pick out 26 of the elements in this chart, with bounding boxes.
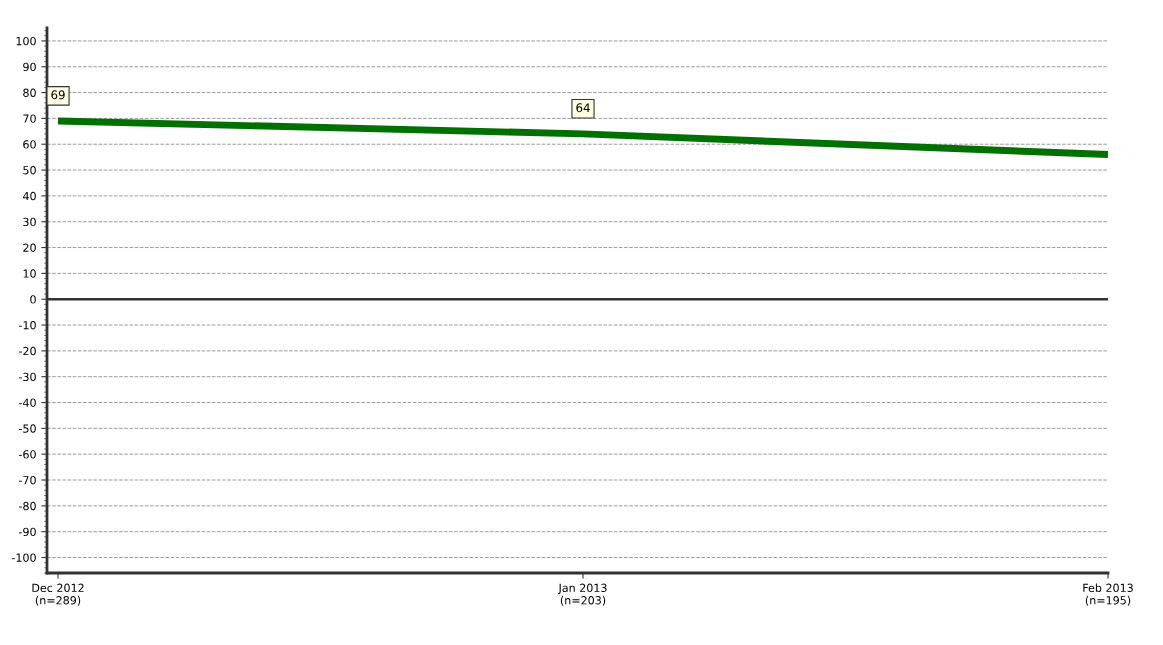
y-tick-label: 90: [23, 62, 36, 72]
y-tick-label: 100: [16, 36, 36, 46]
y-tick-label: 20: [23, 243, 36, 252]
y-tick-label: -90: [18, 527, 36, 537]
y-tick-label: -40: [18, 398, 36, 407]
data-label: 69: [51, 90, 65, 100]
x-tick-label: Feb 2013 (n=195): [1083, 583, 1133, 606]
x-tick-label: Jan 2013 (n=203): [557, 583, 607, 606]
y-tick-label: 80: [23, 88, 36, 97]
y-tick-label: -50: [18, 424, 36, 433]
y-tick-label: 10: [23, 269, 36, 278]
y-tick-label: -80: [18, 501, 36, 511]
y-tick-label: -100: [11, 553, 36, 562]
data-label: 64: [576, 103, 590, 113]
y-tick-label: 0: [30, 295, 36, 304]
y-tick-label: 40: [22, 191, 36, 201]
y-tick-label: 60: [23, 140, 36, 149]
y-tick-label: -70: [18, 475, 36, 485]
y-tick-label: -30: [18, 372, 36, 382]
x-tick-label: Dec 2012 (n=289): [32, 583, 84, 606]
y-tick-label: -60: [18, 450, 36, 459]
y-tick-label: 50: [23, 166, 36, 175]
y-tick-label: 70: [23, 114, 36, 123]
y-tick-label: -20: [18, 346, 36, 356]
y-tick-label: 30: [23, 217, 36, 227]
y-tick-label: -10: [18, 321, 36, 330]
